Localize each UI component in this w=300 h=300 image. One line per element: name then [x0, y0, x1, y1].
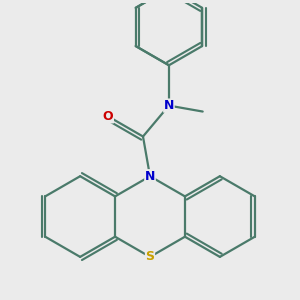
Text: O: O: [103, 110, 113, 123]
Text: N: N: [164, 99, 174, 112]
Text: S: S: [146, 250, 154, 263]
Text: N: N: [145, 170, 155, 183]
